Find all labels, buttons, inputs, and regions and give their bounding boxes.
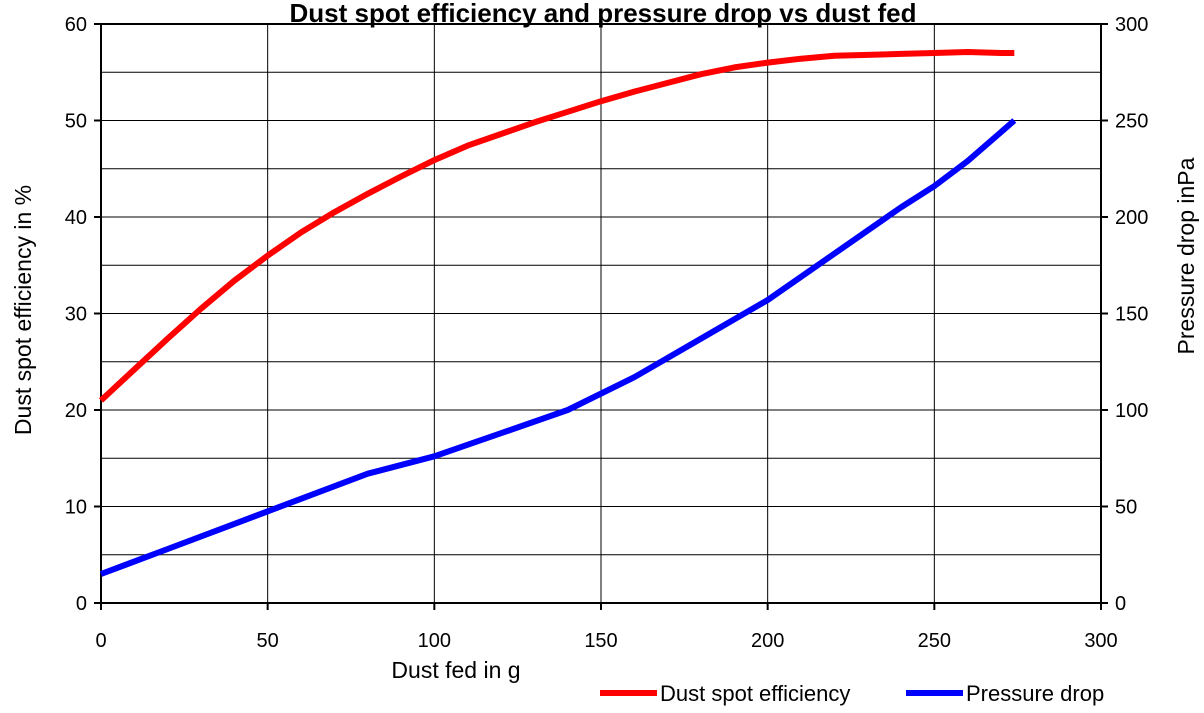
series-line-pressure-drop xyxy=(99,118,1017,577)
left-axis-title: Dust spot efficiency in % xyxy=(10,185,36,435)
axis-ticks xyxy=(94,23,1108,610)
x-tick-label: 200 xyxy=(751,630,784,652)
right-tick-label: 0 xyxy=(1115,593,1126,615)
right-axis-tick-labels: 0 50 100 150 200 250 300 xyxy=(1115,14,1148,615)
legend: Dust spot efficiency Pressure drop xyxy=(600,681,1104,706)
left-tick-label: 40 xyxy=(65,207,87,229)
right-tick-label: 150 xyxy=(1115,304,1148,326)
left-tick-label: 10 xyxy=(65,497,87,519)
left-tick-label: 30 xyxy=(65,304,87,326)
legend-label-pressure: Pressure drop xyxy=(966,681,1104,706)
left-tick-label: 60 xyxy=(65,14,87,36)
x-tick-label: 0 xyxy=(95,630,106,652)
legend-label-efficiency: Dust spot efficiency xyxy=(660,681,850,706)
right-axis-title: Pressure drop inPa xyxy=(1173,157,1199,354)
right-tick-label: 50 xyxy=(1115,497,1137,519)
x-tick-label: 100 xyxy=(418,630,451,652)
x-tick-label: 300 xyxy=(1084,630,1117,652)
left-axis-tick-labels: 0 10 20 30 40 50 60 xyxy=(65,14,87,615)
x-axis-tick-labels: 0 50 100 150 200 250 300 xyxy=(95,630,1117,652)
x-tick-label: 250 xyxy=(918,630,951,652)
right-tick-label: 300 xyxy=(1115,14,1148,36)
series-layer xyxy=(98,49,1017,577)
right-tick-label: 200 xyxy=(1115,207,1148,229)
left-tick-label: 20 xyxy=(65,400,87,422)
x-tick-label: 50 xyxy=(257,630,279,652)
right-tick-label: 250 xyxy=(1115,111,1148,133)
series-line-dust-spot-efficiency xyxy=(98,49,1015,403)
left-tick-label: 50 xyxy=(65,111,87,133)
x-axis-title: Dust fed in g xyxy=(391,657,520,683)
x-tick-label: 150 xyxy=(584,630,617,652)
chart-title: Dust spot efficiency and pressure drop v… xyxy=(289,0,916,28)
left-tick-label: 0 xyxy=(76,593,87,615)
grid-lines xyxy=(101,24,1101,603)
right-tick-label: 100 xyxy=(1115,400,1148,422)
